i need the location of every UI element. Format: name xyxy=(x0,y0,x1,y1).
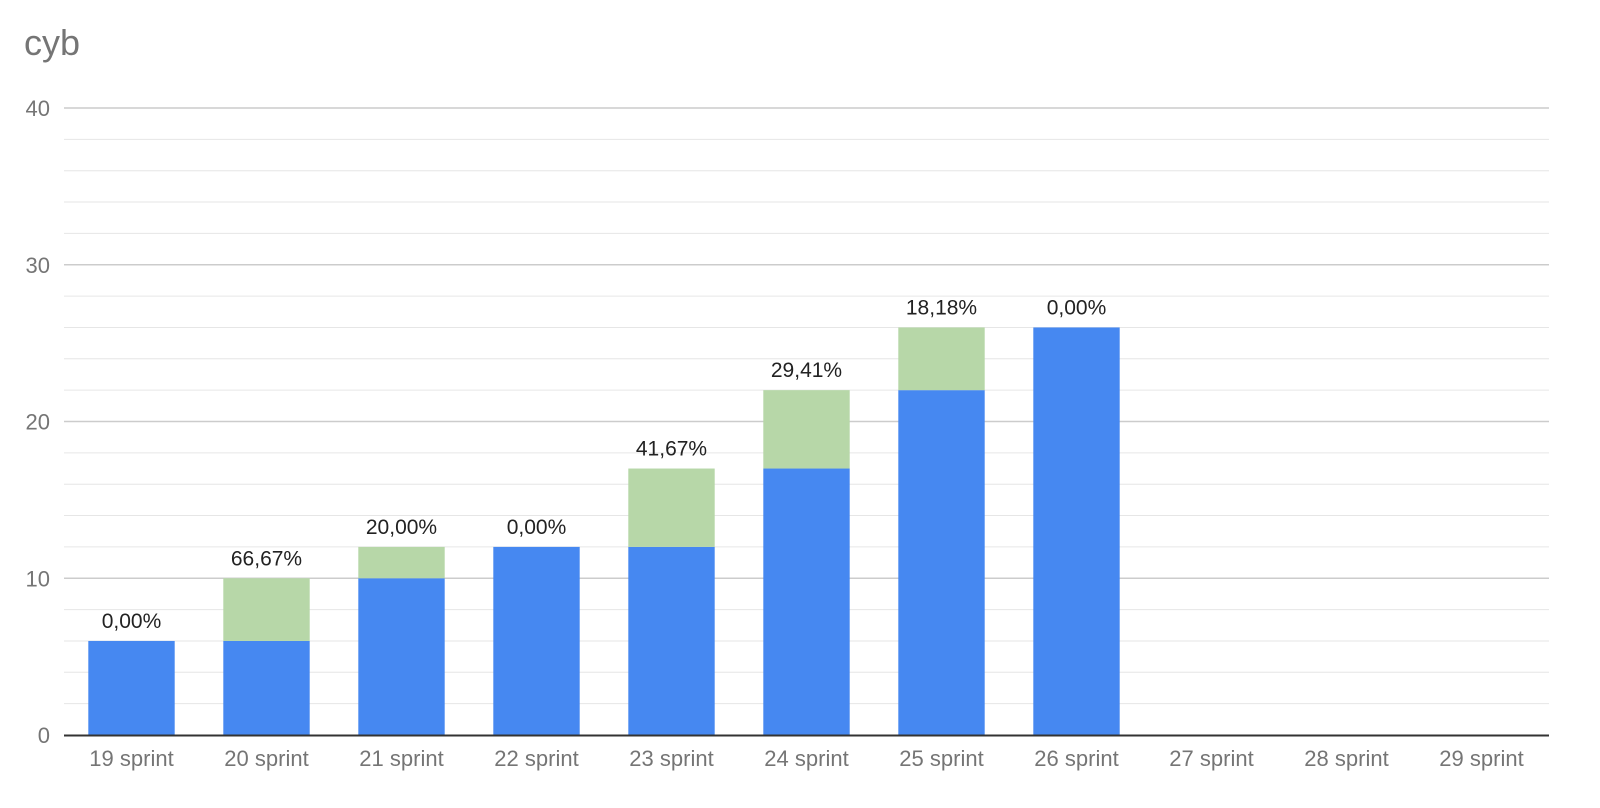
y-tick-label: 10 xyxy=(26,566,50,591)
data-label: 66,67% xyxy=(231,547,302,570)
data-label: 0,00% xyxy=(507,516,567,539)
y-tick-label: 40 xyxy=(26,96,50,121)
bar-segment-series-1 xyxy=(223,640,310,735)
x-tick-label: 29 sprint xyxy=(1439,746,1523,771)
bar-segment-series-1 xyxy=(88,640,175,735)
data-label: 18,18% xyxy=(906,296,977,319)
data-label: 29,41% xyxy=(771,359,842,382)
bar-segment-series-1 xyxy=(1033,327,1120,735)
x-tick-label: 26 sprint xyxy=(1034,746,1118,771)
bar-segment-series-1 xyxy=(628,546,715,735)
bar-segment-series-2 xyxy=(763,390,850,469)
x-tick-label: 21 sprint xyxy=(359,746,443,771)
bar-segment-series-2 xyxy=(223,578,310,641)
bar-segment-series-1 xyxy=(898,390,985,735)
data-label: 41,67% xyxy=(636,438,707,461)
y-tick-label: 20 xyxy=(26,410,50,435)
x-tick-label: 19 sprint xyxy=(89,746,173,771)
bars xyxy=(88,327,1120,735)
y-tick-label: 0 xyxy=(38,723,50,748)
chart-title: cyb xyxy=(24,22,81,63)
bar-segment-series-1 xyxy=(493,546,580,735)
x-tick-label: 22 sprint xyxy=(494,746,578,771)
x-tick-label: 28 sprint xyxy=(1304,746,1388,771)
x-axis-ticks: 19 sprint 20 sprint 21 sprint 22 sprint 23 s… xyxy=(89,746,1523,771)
bar-segment-series-1 xyxy=(358,578,445,735)
data-label: 0,00% xyxy=(1047,296,1107,319)
bar-segment-series-2 xyxy=(358,546,445,579)
data-labels: 0,00% 66,67% 20,00% 0,00% 41,67% 29,41% 18,18%… xyxy=(102,296,1107,633)
data-label: 20,00% xyxy=(366,516,437,539)
x-tick-label: 24 sprint xyxy=(764,746,848,771)
bar-segment-series-2 xyxy=(898,327,985,391)
bar-segment-series-2 xyxy=(628,468,715,547)
y-tick-label: 30 xyxy=(26,253,50,278)
x-tick-label: 27 sprint xyxy=(1169,746,1253,771)
bar-segment-series-1 xyxy=(763,468,850,735)
x-tick-label: 23 sprint xyxy=(629,746,713,771)
x-tick-label: 20 sprint xyxy=(224,746,308,771)
x-tick-label: 25 sprint xyxy=(899,746,983,771)
data-label: 0,00% xyxy=(102,610,162,633)
y-axis-ticks: 0 10 20 30 40 xyxy=(26,96,50,748)
